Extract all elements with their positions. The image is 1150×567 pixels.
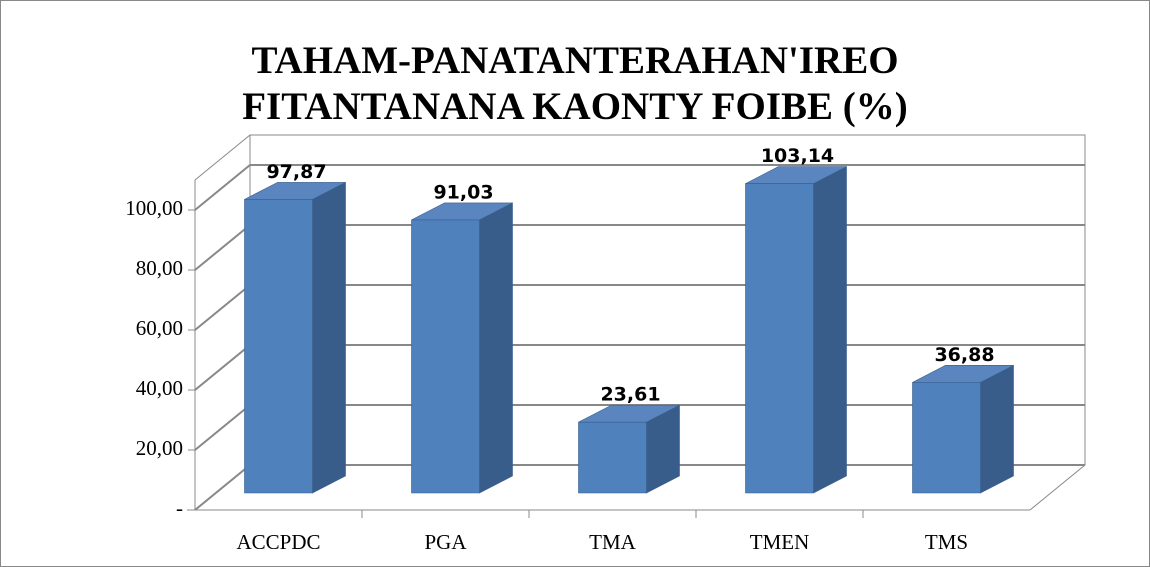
- y-tick-label: -: [176, 496, 183, 520]
- y-tick-label: 100,00: [125, 196, 183, 220]
- bar-side: [479, 202, 513, 494]
- bar-side: [312, 181, 346, 494]
- y-tick-label: 20,00: [136, 436, 183, 460]
- x-tick-label: TMEN: [750, 530, 810, 554]
- y-tick-label: 80,00: [136, 256, 183, 280]
- x-tick-label: PGA: [424, 530, 467, 554]
- bar: [578, 404, 680, 494]
- grid-line: [194, 164, 1085, 211]
- bar: [745, 166, 847, 494]
- x-tick-label: TMS: [925, 530, 968, 554]
- bar-front: [244, 199, 313, 494]
- side-wall-top: [194, 134, 251, 181]
- value-label: 97,87: [266, 161, 326, 183]
- bar: [411, 202, 513, 494]
- value-label: 91,03: [433, 181, 493, 203]
- x-tick-label: TMA: [589, 530, 637, 554]
- bar: [912, 364, 1014, 494]
- value-label: 36,88: [934, 344, 994, 366]
- bar-side: [980, 364, 1014, 494]
- bar-front: [745, 183, 814, 494]
- y-tick-label: 60,00: [136, 316, 183, 340]
- bar-front: [578, 421, 647, 494]
- bar-side: [813, 166, 847, 494]
- bar: [244, 181, 346, 494]
- bar-front: [411, 219, 480, 494]
- x-tick-label: ACCPDC: [236, 530, 320, 554]
- value-label: 103,14: [761, 145, 834, 167]
- bar-front: [912, 382, 981, 494]
- floor-edge: [1029, 464, 1086, 511]
- y-tick-label: 40,00: [136, 376, 183, 400]
- value-label: 23,61: [600, 384, 660, 406]
- chart-title: TAHAM-PANATANTERAHAN'IREO FITANTANANA KA…: [242, 39, 908, 128]
